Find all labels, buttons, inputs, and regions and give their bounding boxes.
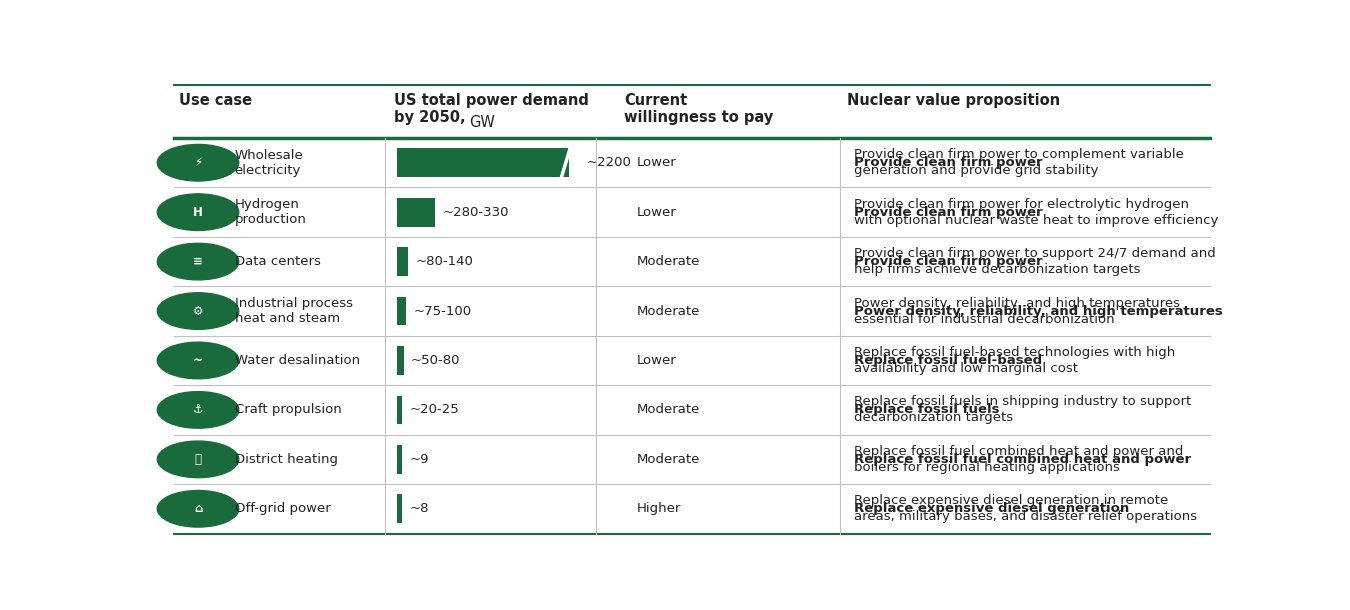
Text: Higher: Higher [636, 502, 680, 515]
Text: Replace expensive diesel generation in remote
areas, military bases, and disaste: Replace expensive diesel generation in r… [855, 494, 1197, 523]
Text: ~50-80: ~50-80 [410, 354, 460, 367]
Bar [397, 296, 406, 325]
Text: Power density, reliability, and high temperatures
essential for industrial decar: Power density, reliability, and high tem… [855, 296, 1180, 326]
Text: Data centers: Data centers [235, 255, 320, 268]
Text: Replace fossil fuel-based technologies with high
availability and low marginal c: Replace fossil fuel-based technologies w… [855, 346, 1176, 375]
Text: Power density, reliability, and high temperatures: Power density, reliability, and high tem… [855, 304, 1223, 318]
Text: Provide clean firm power: Provide clean firm power [855, 206, 1042, 218]
Text: Provide clean firm power to support 24/7 demand and
help firms achieve decarboni: Provide clean firm power to support 24/7… [855, 247, 1216, 276]
Text: Replace fossil fuel combined heat and power and
boilers for regional heating app: Replace fossil fuel combined heat and po… [855, 445, 1184, 474]
Circle shape [158, 392, 239, 428]
Bar [397, 445, 402, 474]
Circle shape [158, 342, 239, 379]
Text: Moderate: Moderate [636, 255, 699, 268]
Text: ~8: ~8 [409, 502, 429, 515]
Text: ⌂: ⌂ [194, 502, 202, 515]
Text: Replace fossil fuel combined heat and power: Replace fossil fuel combined heat and po… [855, 453, 1191, 466]
Text: Replace fossil fuel-based: Replace fossil fuel-based [855, 354, 1042, 367]
Text: Water desalination: Water desalination [235, 354, 360, 367]
Text: District heating: District heating [235, 453, 338, 466]
Text: ~20-25: ~20-25 [409, 403, 459, 417]
Text: Replace fossil fuels in shipping industry to support
decarbonization targets: Replace fossil fuels in shipping industr… [855, 395, 1191, 425]
Text: ~80-140: ~80-140 [416, 255, 474, 268]
Circle shape [158, 243, 239, 280]
Text: Lower: Lower [636, 206, 676, 218]
Text: Lower: Lower [636, 354, 676, 367]
Bar [397, 198, 435, 226]
Text: H: H [193, 206, 202, 218]
Text: Provide clean firm power for electrolytic hydrogen
with optional nuclear waste h: Provide clean firm power for electrolyti… [855, 198, 1219, 227]
Text: US total power demand
by 2050,: US total power demand by 2050, [394, 93, 589, 125]
Text: ~75-100: ~75-100 [413, 304, 471, 318]
Circle shape [158, 145, 239, 181]
Text: Lower: Lower [636, 156, 676, 169]
Text: Moderate: Moderate [636, 403, 699, 417]
Text: Provide clean firm power: Provide clean firm power [855, 156, 1042, 169]
Text: ≡: ≡ [193, 255, 202, 268]
Text: 🔥: 🔥 [194, 453, 201, 466]
Circle shape [158, 490, 239, 527]
Bar [397, 495, 402, 523]
Text: Replace expensive diesel generation: Replace expensive diesel generation [855, 502, 1130, 515]
Text: Moderate: Moderate [636, 453, 699, 466]
Bar [397, 148, 570, 177]
Text: Off-grid power: Off-grid power [235, 502, 331, 515]
Text: ⚡: ⚡ [194, 156, 202, 169]
Bar [397, 346, 404, 375]
Text: ~: ~ [193, 354, 202, 367]
Circle shape [158, 441, 239, 478]
Text: ~9: ~9 [409, 453, 429, 466]
Circle shape [158, 194, 239, 231]
Text: Hydrogen
production: Hydrogen production [235, 198, 306, 226]
Text: ~2200: ~2200 [586, 156, 630, 169]
Text: Provide clean firm power: Provide clean firm power [855, 255, 1042, 268]
Text: Craft propulsion: Craft propulsion [235, 403, 342, 417]
Bar [397, 247, 408, 276]
Text: Wholesale
electricity: Wholesale electricity [235, 149, 304, 177]
Circle shape [158, 293, 239, 329]
Text: Nuclear value proposition: Nuclear value proposition [846, 93, 1060, 108]
Text: ⚓: ⚓ [193, 403, 204, 417]
Text: Replace fossil fuels: Replace fossil fuels [855, 403, 999, 417]
Text: ~280-330: ~280-330 [443, 206, 509, 218]
Text: Moderate: Moderate [636, 304, 699, 318]
Bar [397, 395, 402, 424]
Text: Provide clean firm power to complement variable
generation and provide grid stab: Provide clean firm power to complement v… [855, 148, 1184, 178]
Text: Industrial process
heat and steam: Industrial process heat and steam [235, 297, 352, 325]
Text: Current
willingness to pay: Current willingness to pay [624, 93, 774, 125]
Text: GW: GW [468, 115, 495, 131]
Text: Use case: Use case [180, 93, 252, 108]
Text: ⚙: ⚙ [193, 304, 204, 318]
